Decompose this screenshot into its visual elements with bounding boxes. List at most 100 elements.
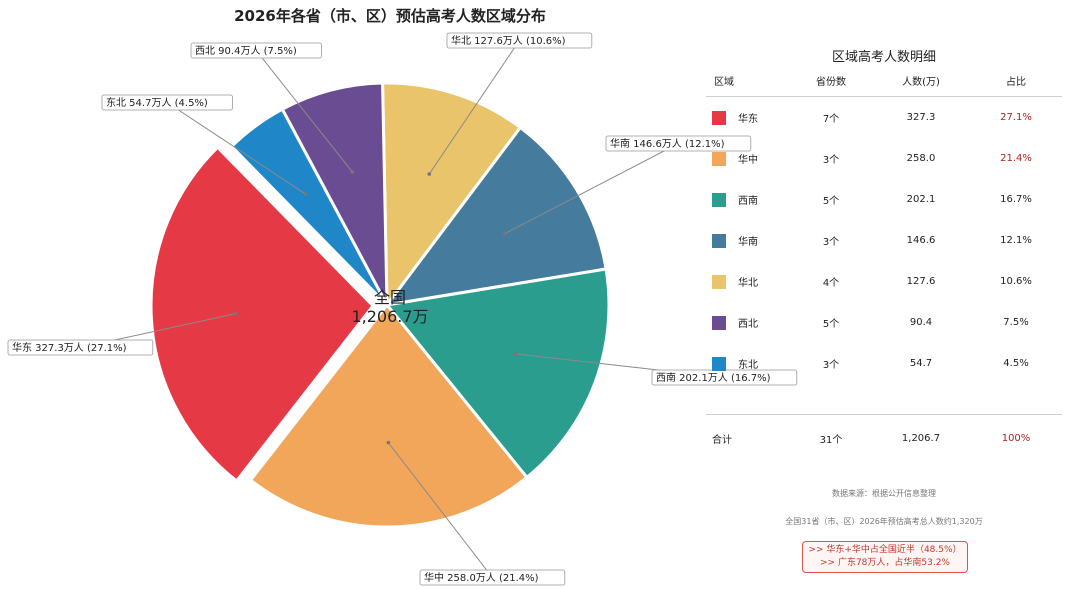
pie-slice-华北 bbox=[381, 81, 523, 310]
slice-label-box bbox=[419, 569, 566, 586]
row-count: 7个 bbox=[822, 114, 840, 125]
row-region-label: 西南 bbox=[738, 196, 758, 207]
slice-leader-line bbox=[504, 143, 679, 235]
total-share: 100% bbox=[1001, 432, 1031, 444]
row-region: 华南 bbox=[706, 233, 796, 248]
row-people: 146.6 bbox=[906, 235, 936, 246]
slice-label-box bbox=[190, 42, 322, 59]
table-row: 华南 3个 146.6 12.1% bbox=[706, 220, 1062, 261]
row-people: 54.7 bbox=[909, 358, 933, 369]
slice-leader-line bbox=[428, 40, 520, 175]
row-people: 258.0 bbox=[906, 153, 936, 164]
row-share: 12.1% bbox=[1000, 235, 1032, 246]
row-region: 西南 bbox=[706, 192, 796, 207]
row-share: 21.4% bbox=[1000, 153, 1032, 164]
center-value: 1,206.7万 bbox=[351, 307, 428, 326]
slice-label-box bbox=[101, 94, 233, 111]
pie-slice-西南 bbox=[384, 267, 611, 480]
slice-label-box bbox=[605, 135, 752, 152]
header-region: 区域 bbox=[714, 77, 734, 88]
row-count: 3个 bbox=[822, 155, 840, 166]
row-people: 202.1 bbox=[906, 194, 936, 205]
slice-leader-dot bbox=[513, 352, 518, 356]
legend-swatch bbox=[712, 110, 726, 125]
row-region: 西北 bbox=[706, 315, 796, 330]
table-row: 东北 3个 54.7 4.5% bbox=[706, 343, 1062, 384]
header-count: 省份数 bbox=[816, 77, 846, 88]
highlight-box: >> 华东+华中占全国近半（48.5%） >> 广东78万人，占华南53.2% bbox=[802, 541, 968, 573]
slice-leader-dot bbox=[350, 170, 355, 174]
row-share: 16.7% bbox=[1000, 194, 1032, 205]
detail-table: 区域高考人数明细 区域 省份数 人数(万) 占比 华东 7个 327.3 27.1% 华… bbox=[706, 46, 1062, 573]
total-note: 全国31省（市、区）2026年预估高考总人数约1,320万 bbox=[785, 517, 983, 526]
legend-swatch bbox=[712, 233, 726, 248]
total-row: 合计 31个 1,206.7 100% bbox=[706, 414, 1062, 461]
row-share: 7.5% bbox=[1003, 317, 1029, 328]
row-count: 3个 bbox=[822, 360, 840, 371]
slice-leader-dot bbox=[303, 192, 308, 196]
slice-leader-dot bbox=[386, 440, 391, 445]
pie-slice-华南 bbox=[383, 125, 608, 308]
slice-label: 西北 90.4万人 (7.5%) bbox=[195, 45, 297, 57]
row-region-label: 华北 bbox=[738, 278, 758, 289]
table-row: 西南 5个 202.1 16.7% bbox=[706, 179, 1062, 220]
row-region: 华北 bbox=[706, 274, 796, 289]
slice-label-box bbox=[446, 32, 593, 49]
slice-leader-line bbox=[255, 50, 353, 173]
pie-slice-西北 bbox=[280, 81, 389, 306]
slice-leader-dot bbox=[233, 311, 238, 316]
row-region-label: 华中 bbox=[738, 155, 758, 166]
slice-label: 东北 54.7万人 (4.5%) bbox=[106, 96, 208, 109]
slice-label-box bbox=[7, 339, 154, 356]
center-label: 全国 bbox=[374, 288, 406, 307]
slice-label: 华南 146.6万人 (12.1%) bbox=[610, 137, 725, 150]
row-region: 华东 bbox=[706, 110, 796, 125]
total-label: 合计 bbox=[712, 434, 732, 446]
total-people: 1,206.7 bbox=[901, 432, 941, 444]
pie-slice-华东 bbox=[149, 145, 376, 484]
row-region: 华中 bbox=[706, 151, 796, 166]
legend-swatch bbox=[712, 192, 726, 207]
row-people: 327.3 bbox=[906, 112, 936, 123]
row-share: 10.6% bbox=[1000, 276, 1032, 287]
row-share: 27.1% bbox=[1000, 112, 1032, 123]
header-people: 人数(万) bbox=[902, 77, 940, 88]
table-title: 区域高考人数明细 bbox=[831, 50, 936, 65]
row-people: 127.6 bbox=[906, 276, 936, 287]
table-row: 华北 4个 127.6 10.6% bbox=[706, 261, 1062, 302]
legend-swatch bbox=[712, 356, 726, 371]
table-row: 华东 7个 327.3 27.1% bbox=[706, 97, 1062, 138]
data-source: 数据来源：根据公开信息整理 bbox=[832, 489, 936, 498]
row-share: 4.5% bbox=[1003, 358, 1029, 369]
slice-leader-line bbox=[387, 442, 493, 578]
row-count: 5个 bbox=[822, 319, 840, 330]
row-people: 90.4 bbox=[909, 317, 933, 328]
pie-slice-华中 bbox=[248, 302, 529, 529]
slice-leader-line bbox=[166, 102, 306, 195]
row-region-label: 华南 bbox=[738, 237, 758, 248]
slice-label: 华中 258.0万人 (21.4%) bbox=[424, 571, 539, 584]
row-region-label: 东北 bbox=[738, 360, 758, 371]
table-body: 华东 7个 327.3 27.1% 华中 3个 258.0 21.4% 西南 5个 202.1 16.… bbox=[706, 97, 1062, 384]
row-count: 4个 bbox=[822, 278, 840, 289]
chart-title: 2026年各省（市、区）预估高考人数区域分布 bbox=[234, 7, 546, 25]
total-count: 31个 bbox=[819, 434, 843, 446]
legend-swatch bbox=[712, 315, 726, 330]
header-share: 占比 bbox=[1006, 77, 1026, 88]
slice-leader-dot bbox=[427, 172, 432, 176]
slice-label: 西南 202.1万人 (16.7%) bbox=[656, 371, 771, 384]
highlight-line: >> 广东78万人，占华南53.2% bbox=[820, 558, 950, 568]
legend-swatch bbox=[712, 151, 726, 166]
slice-label: 华东 327.3万人 (27.1%) bbox=[12, 341, 127, 354]
row-region-label: 西北 bbox=[738, 319, 758, 330]
table-row: 华中 3个 258.0 21.4% bbox=[706, 138, 1062, 179]
table-row: 西北 5个 90.4 7.5% bbox=[706, 302, 1062, 343]
highlight-line: >> 华东+华中占全国近半（48.5%） bbox=[808, 545, 962, 555]
row-region-label: 华东 bbox=[738, 114, 758, 125]
row-count: 3个 bbox=[822, 237, 840, 248]
table-header: 区域 省份数 人数(万) 占比 bbox=[706, 73, 1062, 97]
slice-leader-dot bbox=[502, 231, 507, 236]
slice-label: 华北 127.6万人 (10.6%) bbox=[451, 34, 566, 47]
row-region: 东北 bbox=[706, 356, 796, 371]
